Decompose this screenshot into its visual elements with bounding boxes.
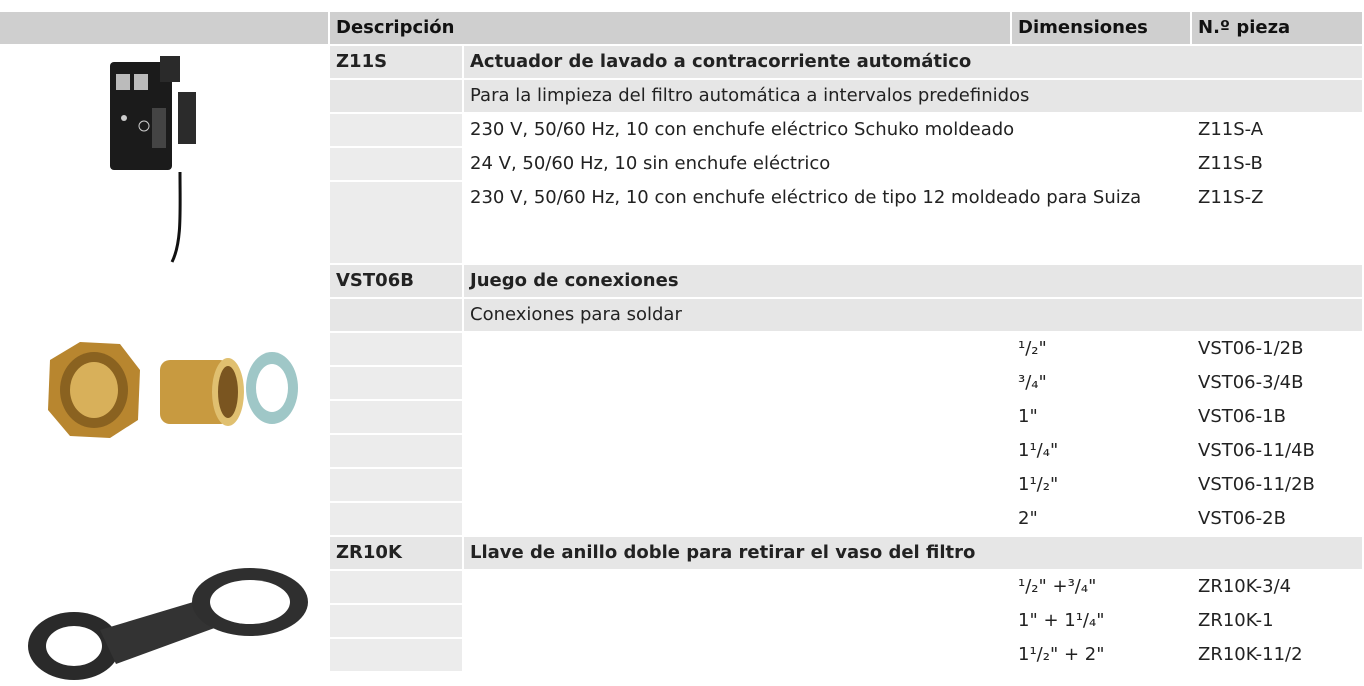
code-cell	[330, 182, 462, 263]
table-row: 1¹/₂" VST06-11/2B	[0, 469, 1362, 501]
code-cell	[330, 639, 462, 671]
item-part-number: ZR10K-1	[1198, 610, 1274, 631]
table-row: 230 V, 50/60 Hz, 10 con enchufe eléctric…	[0, 182, 1362, 263]
product-subtitle: Conexiones para soldar	[464, 299, 1362, 331]
item-dimension: 1¹/₄"	[1018, 440, 1059, 461]
description-cell	[464, 435, 1010, 467]
table-row: 1¹/₂" + 2" ZR10K-11/2	[0, 639, 1362, 671]
item-dimension: 1¹/₂" + 2"	[1018, 644, 1105, 665]
code-cell	[330, 571, 462, 603]
item-dimension: 2"	[1018, 508, 1038, 529]
code-cell	[330, 299, 462, 331]
product-title: Actuador de lavado a contracorriente aut…	[464, 46, 1362, 78]
code-cell	[330, 503, 462, 535]
table-row: 2" VST06-2B	[0, 503, 1362, 535]
code-cell	[330, 80, 462, 112]
parts-table: Descripción Dimensiones N.º pieza Z11S Actua…	[0, 10, 1364, 673]
code-cell	[330, 435, 462, 467]
table-row: 1¹/₄" VST06-11/4B	[0, 435, 1362, 467]
actuator-image	[110, 56, 196, 263]
description-cell	[464, 639, 1010, 671]
code-cell	[330, 333, 462, 365]
table-row: 1" + 1¹/₄" ZR10K-1	[0, 605, 1362, 637]
item-description: 230 V, 50/60 Hz, 10 con enchufe eléctric…	[470, 119, 1015, 140]
description-cell	[464, 571, 1010, 603]
table-row: ¹/₂" +³/₄" ZR10K-3/4	[0, 571, 1362, 603]
product-code: Z11S	[330, 46, 462, 78]
header-dimensions: Dimensiones	[1012, 12, 1190, 44]
table-row: Conexiones para soldar	[0, 299, 1362, 331]
item-part-number: Z11S-Z	[1198, 187, 1264, 208]
table-row: 230 V, 50/60 Hz, 10 con enchufe eléctric…	[0, 114, 1362, 146]
table-row: ZR10K Llave de anillo doble para retirar …	[0, 537, 1362, 569]
table-row: 24 V, 50/60 Hz, 10 sin enchufe eléctrico…	[0, 148, 1362, 180]
product-title: Juego de conexiones	[464, 265, 1362, 297]
item-dimension: ¹/₂" +³/₄"	[1018, 576, 1097, 597]
header-part-number: N.º pieza	[1192, 12, 1362, 44]
header-image-cell	[0, 12, 328, 44]
description-cell	[464, 333, 1010, 365]
code-cell	[330, 469, 462, 501]
description-cell	[464, 401, 1010, 433]
item-part-number: ZR10K-3/4	[1198, 576, 1292, 597]
header-description: Descripción	[330, 12, 1010, 44]
item-dimension: ³/₄"	[1018, 372, 1047, 393]
table-row: ³/₄" VST06-3/4B	[0, 367, 1362, 399]
wrench-image	[28, 568, 308, 680]
table-row: 1" VST06-1B	[0, 401, 1362, 433]
code-cell	[330, 114, 462, 146]
product-subtitle: Para la limpieza del filtro automática a…	[464, 80, 1362, 112]
product-code: VST06B	[330, 265, 462, 297]
item-part-number: Z11S-B	[1198, 153, 1263, 174]
code-cell	[330, 148, 462, 180]
code-cell	[330, 401, 462, 433]
item-dimension: 1" + 1¹/₄"	[1018, 610, 1105, 631]
product-title: Llave de anillo doble para retirar el va…	[464, 537, 1362, 569]
item-part-number: VST06-11/4B	[1198, 440, 1315, 461]
item-part-number: ZR10K-11/2	[1198, 644, 1303, 665]
item-dimension: 1¹/₂"	[1018, 474, 1059, 495]
product-code: ZR10K	[330, 537, 462, 569]
description-cell	[464, 605, 1010, 637]
table-row: ¹/₂" VST06-1/2B	[0, 333, 1362, 365]
description-cell	[464, 469, 1010, 501]
table-row: Descripción Dimensiones N.º pieza	[0, 12, 1362, 44]
item-dimension: ¹/₂"	[1018, 338, 1047, 359]
table-row: Para la limpieza del filtro automática a…	[0, 80, 1362, 112]
description-cell	[464, 367, 1010, 399]
table-row: VST06B Juego de conexiones	[0, 265, 1362, 297]
code-cell	[330, 367, 462, 399]
item-part-number: VST06-2B	[1198, 508, 1286, 529]
description-cell	[464, 503, 1010, 535]
item-part-number: VST06-1B	[1198, 406, 1286, 427]
item-part-number: Z11S-A	[1198, 119, 1264, 140]
item-description: 230 V, 50/60 Hz, 10 con enchufe eléctric…	[470, 187, 1142, 208]
item-part-number: VST06-3/4B	[1198, 372, 1304, 393]
item-description: 24 V, 50/60 Hz, 10 sin enchufe eléctrico	[470, 153, 831, 174]
item-part-number: VST06-1/2B	[1198, 338, 1304, 359]
item-part-number: VST06-11/2B	[1198, 474, 1315, 495]
code-cell	[330, 605, 462, 637]
item-dimension: 1"	[1018, 406, 1038, 427]
connection-set-image	[48, 342, 298, 438]
table-row: Z11S Actuador de lavado a contracorriente…	[0, 46, 1362, 78]
